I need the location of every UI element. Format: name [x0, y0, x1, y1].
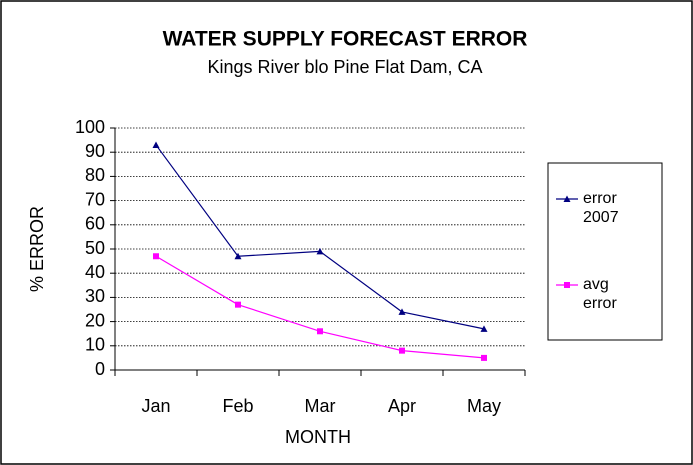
- x-tick-label: Jan: [141, 396, 170, 416]
- marker: [235, 301, 241, 308]
- y-tick-label: 90: [85, 141, 105, 161]
- y-tick-label: 10: [85, 335, 105, 355]
- y-tick-label: 100: [75, 117, 105, 137]
- marker: [234, 252, 242, 260]
- y-tick-label: 60: [85, 214, 105, 234]
- marker: [398, 308, 406, 315]
- legend-box: [547, 162, 663, 341]
- marker: [481, 354, 487, 361]
- y-tick-label: 0: [95, 359, 105, 379]
- marker: [563, 195, 571, 202]
- y-tick-label: 20: [85, 310, 105, 330]
- y-tick-label: 80: [85, 165, 105, 185]
- marker: [399, 347, 405, 354]
- x-tick-label: Apr: [388, 396, 416, 416]
- marker: [316, 247, 324, 255]
- marker: [152, 141, 160, 148]
- y-tick-label: 50: [85, 238, 105, 258]
- x-tick-label: May: [467, 396, 501, 416]
- y-tick-label: 40: [85, 262, 105, 282]
- x-axis-label: MONTH: [285, 427, 351, 447]
- chart-subtitle: Kings River blo Pine Flat Dam, CA: [207, 57, 482, 77]
- marker: [153, 253, 159, 260]
- y-tick-label: 30: [85, 286, 105, 306]
- x-tick-label: Mar: [305, 396, 336, 416]
- y-tick-label: 70: [85, 189, 105, 209]
- legend-label: avg error: [583, 276, 617, 312]
- chart-title: WATER SUPPLY FORECAST ERROR: [163, 28, 528, 51]
- x-tick-label: Feb: [222, 396, 253, 416]
- y-axis-label: % ERROR: [27, 206, 47, 292]
- marker: [480, 325, 488, 332]
- marker: [564, 282, 570, 288]
- legend-label: error 2007: [583, 190, 619, 226]
- marker: [317, 328, 323, 335]
